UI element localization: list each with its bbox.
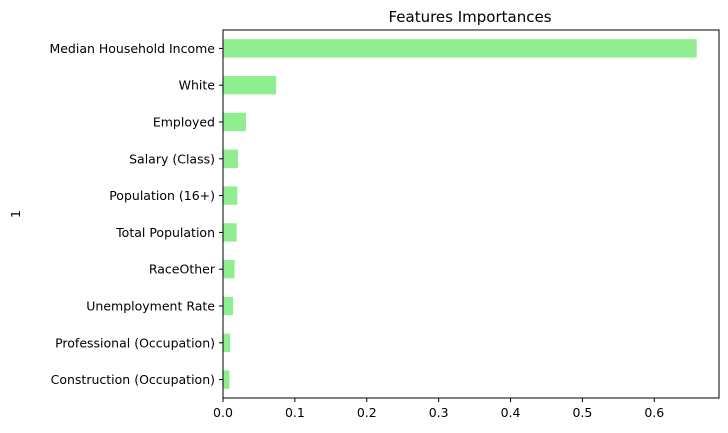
x-tick-label: 0.3: [429, 405, 449, 420]
y-tick-label: Professional (Occupation): [55, 335, 215, 350]
bar-9: [223, 370, 230, 389]
bar-0: [223, 39, 697, 58]
bars-group: [223, 39, 697, 389]
bar-1: [223, 76, 277, 95]
x-tick-label: 0.2: [357, 405, 377, 420]
y-tick-label: Median Household Income: [49, 41, 215, 56]
chart-title: Features Importances: [388, 8, 551, 26]
y-tick-label: Construction (Occupation): [51, 372, 215, 387]
y-axis-label: 1: [8, 210, 23, 218]
y-tick-label: Employed: [153, 115, 215, 130]
x-tick-label: 0.1: [285, 405, 305, 420]
bar-5: [223, 223, 237, 242]
y-tick-label: White: [179, 78, 216, 93]
y-axis-ticks: Median Household Income White Employed Sala…: [49, 41, 223, 387]
bar-7: [223, 296, 234, 316]
y-tick-label: Salary (Class): [129, 151, 215, 166]
bar-2: [223, 112, 247, 132]
bar-8: [223, 333, 231, 352]
x-tick-label: 0.5: [572, 405, 592, 420]
y-tick-label: RaceOther: [149, 262, 216, 277]
bar-4: [223, 186, 238, 205]
bar-6: [223, 260, 235, 279]
bar-3: [223, 149, 239, 168]
x-tick-label: 0.0: [213, 405, 233, 420]
x-axis-ticks: 0.0 0.1 0.2 0.3 0.4 0.5 0.6: [213, 398, 664, 420]
y-tick-label: Population (16+): [109, 188, 215, 203]
plot-frame: [222, 29, 720, 399]
x-tick-label: 0.6: [644, 405, 664, 420]
y-tick-label: Unemployment Rate: [86, 299, 215, 314]
y-tick-label: Total Population: [115, 225, 215, 240]
x-tick-label: 0.4: [501, 405, 521, 420]
